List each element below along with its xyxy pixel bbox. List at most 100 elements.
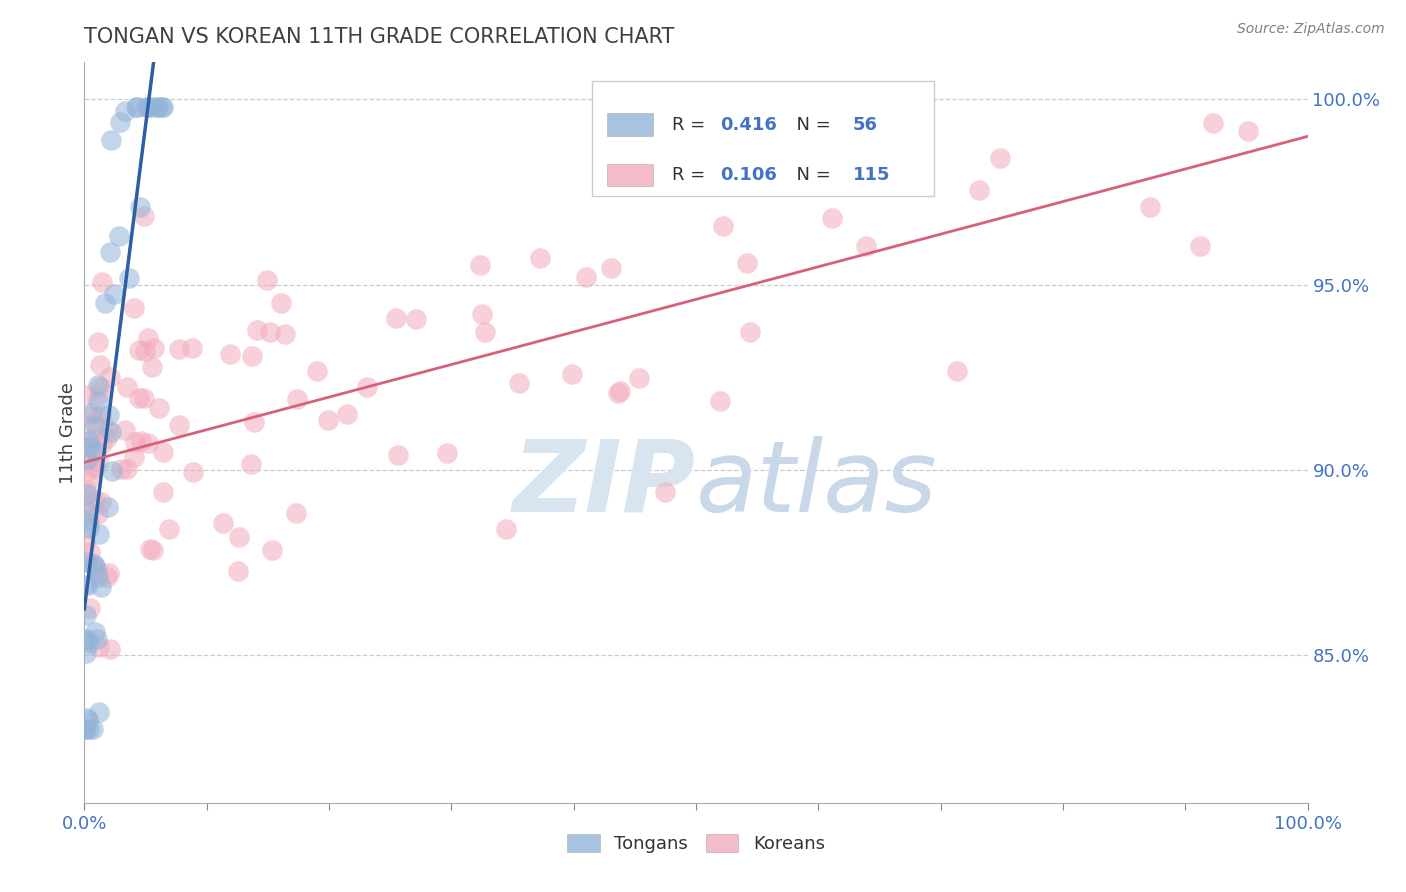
Point — [87, 640, 110, 655]
Point — [122, 450, 145, 464]
Point — [259, 325, 281, 339]
Point — [83, 558, 105, 572]
Point — [114, 103, 136, 118]
Point — [76, 388, 98, 402]
Point — [82, 431, 104, 445]
Point — [226, 564, 249, 578]
Point — [150, 100, 173, 114]
Point — [136, 331, 159, 345]
Point — [82, 557, 104, 571]
Point — [274, 327, 297, 342]
Point — [136, 435, 159, 450]
Point — [967, 183, 990, 197]
Point — [76, 632, 98, 646]
Text: TONGAN VS KOREAN 11TH GRADE CORRELATION CHART: TONGAN VS KOREAN 11TH GRADE CORRELATION … — [84, 27, 675, 47]
Point — [103, 286, 125, 301]
Point — [76, 555, 98, 569]
Point — [152, 100, 174, 114]
Point — [270, 296, 292, 310]
Point — [79, 600, 101, 615]
Point — [124, 301, 146, 315]
Point — [508, 376, 530, 391]
Point — [384, 311, 406, 326]
Point — [76, 493, 98, 508]
Point — [855, 239, 877, 253]
Point — [89, 527, 111, 541]
Point — [89, 358, 111, 372]
Bar — [606, 164, 654, 186]
Text: R =: R = — [672, 116, 710, 134]
Point — [1202, 116, 1225, 130]
Point — [77, 722, 100, 736]
Point — [98, 245, 121, 260]
Point — [91, 437, 114, 451]
Point — [108, 115, 131, 129]
Point — [97, 409, 120, 423]
Point — [148, 401, 170, 415]
Point — [128, 391, 150, 405]
Point — [146, 100, 169, 114]
Point — [86, 632, 108, 646]
Point — [75, 722, 97, 736]
Point — [77, 636, 100, 650]
Point — [110, 461, 132, 475]
Point — [98, 641, 121, 656]
Point — [318, 413, 340, 427]
Legend: Tongans, Koreans: Tongans, Koreans — [560, 827, 832, 861]
Point — [336, 407, 359, 421]
Bar — [606, 113, 654, 136]
Point — [83, 560, 105, 574]
Point — [87, 454, 110, 468]
Point — [80, 442, 103, 457]
Point — [96, 422, 118, 436]
Point — [75, 534, 97, 549]
Text: Source: ZipAtlas.com: Source: ZipAtlas.com — [1237, 22, 1385, 37]
Point — [75, 608, 97, 623]
Point — [468, 258, 491, 272]
Point — [89, 380, 111, 394]
Y-axis label: 11th Grade: 11th Grade — [59, 382, 77, 483]
Point — [100, 425, 122, 440]
Point — [709, 393, 731, 408]
Point — [125, 100, 148, 114]
Point — [152, 484, 174, 499]
Point — [87, 394, 110, 409]
Point — [83, 625, 105, 640]
Point — [89, 387, 111, 401]
Point — [495, 522, 517, 536]
Point — [142, 543, 165, 558]
Point — [77, 521, 100, 535]
Point — [124, 435, 146, 450]
Text: 0.416: 0.416 — [720, 116, 778, 134]
Point — [82, 462, 104, 476]
Point — [75, 722, 97, 736]
Point — [129, 434, 152, 449]
Point — [132, 209, 155, 223]
Point — [561, 367, 583, 381]
Point — [139, 542, 162, 557]
Point — [97, 566, 120, 581]
Point — [256, 273, 278, 287]
Point — [75, 439, 97, 453]
Text: R =: R = — [672, 166, 710, 184]
Point — [628, 371, 651, 385]
Text: N =: N = — [786, 166, 837, 184]
Point — [77, 474, 100, 488]
Point — [77, 505, 100, 519]
Text: atlas: atlas — [696, 436, 938, 533]
Point — [862, 174, 884, 188]
Point — [818, 120, 841, 135]
Point — [87, 508, 110, 522]
Point — [75, 483, 97, 497]
Point — [118, 270, 141, 285]
Point — [262, 543, 284, 558]
Point — [529, 251, 551, 265]
Point — [76, 578, 98, 592]
Text: ZIP: ZIP — [513, 436, 696, 533]
Point — [307, 364, 329, 378]
Point — [100, 133, 122, 147]
Point — [91, 275, 114, 289]
Point — [142, 341, 165, 355]
Point — [84, 444, 107, 458]
Point — [152, 445, 174, 459]
